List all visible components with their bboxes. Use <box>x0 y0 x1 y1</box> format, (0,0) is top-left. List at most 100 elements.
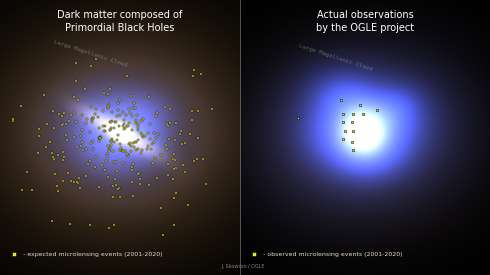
Point <box>134 125 142 130</box>
Point <box>74 181 82 185</box>
Point <box>104 144 112 148</box>
Point <box>86 130 94 135</box>
Point <box>62 133 70 137</box>
Point <box>177 129 185 133</box>
Point <box>166 121 173 125</box>
Point <box>60 155 68 159</box>
Point <box>9 117 17 122</box>
Point <box>170 152 178 156</box>
Point <box>82 174 90 178</box>
Point <box>88 118 96 123</box>
Point <box>71 180 78 184</box>
Point <box>113 138 121 142</box>
Point <box>169 157 176 161</box>
Point <box>176 131 184 136</box>
Point <box>93 57 100 61</box>
Point <box>339 137 347 141</box>
Point <box>208 106 216 111</box>
Point <box>120 124 127 129</box>
Point <box>67 221 74 226</box>
Text: - observed microlensing events (2001-2020): - observed microlensing events (2001-202… <box>261 252 402 257</box>
Point <box>114 186 122 191</box>
Point <box>105 226 113 230</box>
Point <box>109 149 117 153</box>
Point <box>83 116 91 121</box>
Point <box>186 132 194 137</box>
Point <box>120 161 127 165</box>
Point <box>95 126 102 130</box>
Point <box>70 135 78 139</box>
Point <box>9 119 17 123</box>
Point <box>95 138 103 143</box>
Point <box>87 141 95 145</box>
Point <box>136 177 144 181</box>
Point <box>141 134 149 138</box>
Point <box>48 150 56 155</box>
Point <box>58 113 66 118</box>
Point <box>130 101 138 106</box>
Point <box>197 72 205 76</box>
Point <box>123 152 131 157</box>
Point <box>122 123 130 128</box>
Point <box>127 149 135 153</box>
Point <box>179 163 187 168</box>
Point <box>111 177 119 182</box>
Point <box>79 148 87 152</box>
Point <box>110 140 118 144</box>
Point <box>88 120 96 124</box>
Point <box>162 142 170 147</box>
Point <box>88 117 96 121</box>
Point <box>164 162 171 166</box>
Point <box>112 120 120 125</box>
Point <box>172 191 180 195</box>
Point <box>84 161 92 166</box>
Point <box>189 74 196 78</box>
Point <box>115 124 122 129</box>
Point <box>93 154 100 159</box>
Point <box>140 134 147 139</box>
Point <box>120 118 128 122</box>
Point <box>124 123 132 128</box>
Point <box>120 122 127 126</box>
Point <box>127 144 135 148</box>
Point <box>339 120 347 125</box>
Point <box>28 188 36 192</box>
Point <box>157 153 165 157</box>
Point <box>106 128 114 132</box>
Point <box>339 112 347 116</box>
Point <box>169 177 176 182</box>
Point <box>150 140 158 144</box>
Point <box>107 125 115 130</box>
Point <box>94 114 102 119</box>
Point <box>110 160 118 164</box>
Point <box>137 131 145 136</box>
Point <box>123 73 131 78</box>
Point <box>95 185 103 189</box>
Point <box>178 141 186 146</box>
Point <box>116 147 124 152</box>
Point <box>108 110 116 114</box>
Point <box>113 113 121 118</box>
Point <box>121 126 129 130</box>
Point <box>50 126 58 130</box>
Point <box>128 106 136 110</box>
Point <box>96 136 103 140</box>
Point <box>74 145 81 150</box>
Point <box>76 186 84 191</box>
Point <box>107 139 115 144</box>
Point <box>119 148 127 153</box>
Point <box>181 141 189 145</box>
Point <box>59 179 67 183</box>
Point <box>59 150 67 154</box>
Point <box>53 184 61 188</box>
Point <box>349 128 357 133</box>
Point <box>82 121 90 126</box>
Text: Large Magellanic Cloud: Large Magellanic Cloud <box>53 39 128 68</box>
Point <box>120 110 127 114</box>
Point <box>55 112 63 116</box>
Point <box>104 92 112 96</box>
Point <box>64 170 72 175</box>
Point <box>181 170 189 175</box>
Point <box>195 136 202 140</box>
Point <box>59 122 67 126</box>
